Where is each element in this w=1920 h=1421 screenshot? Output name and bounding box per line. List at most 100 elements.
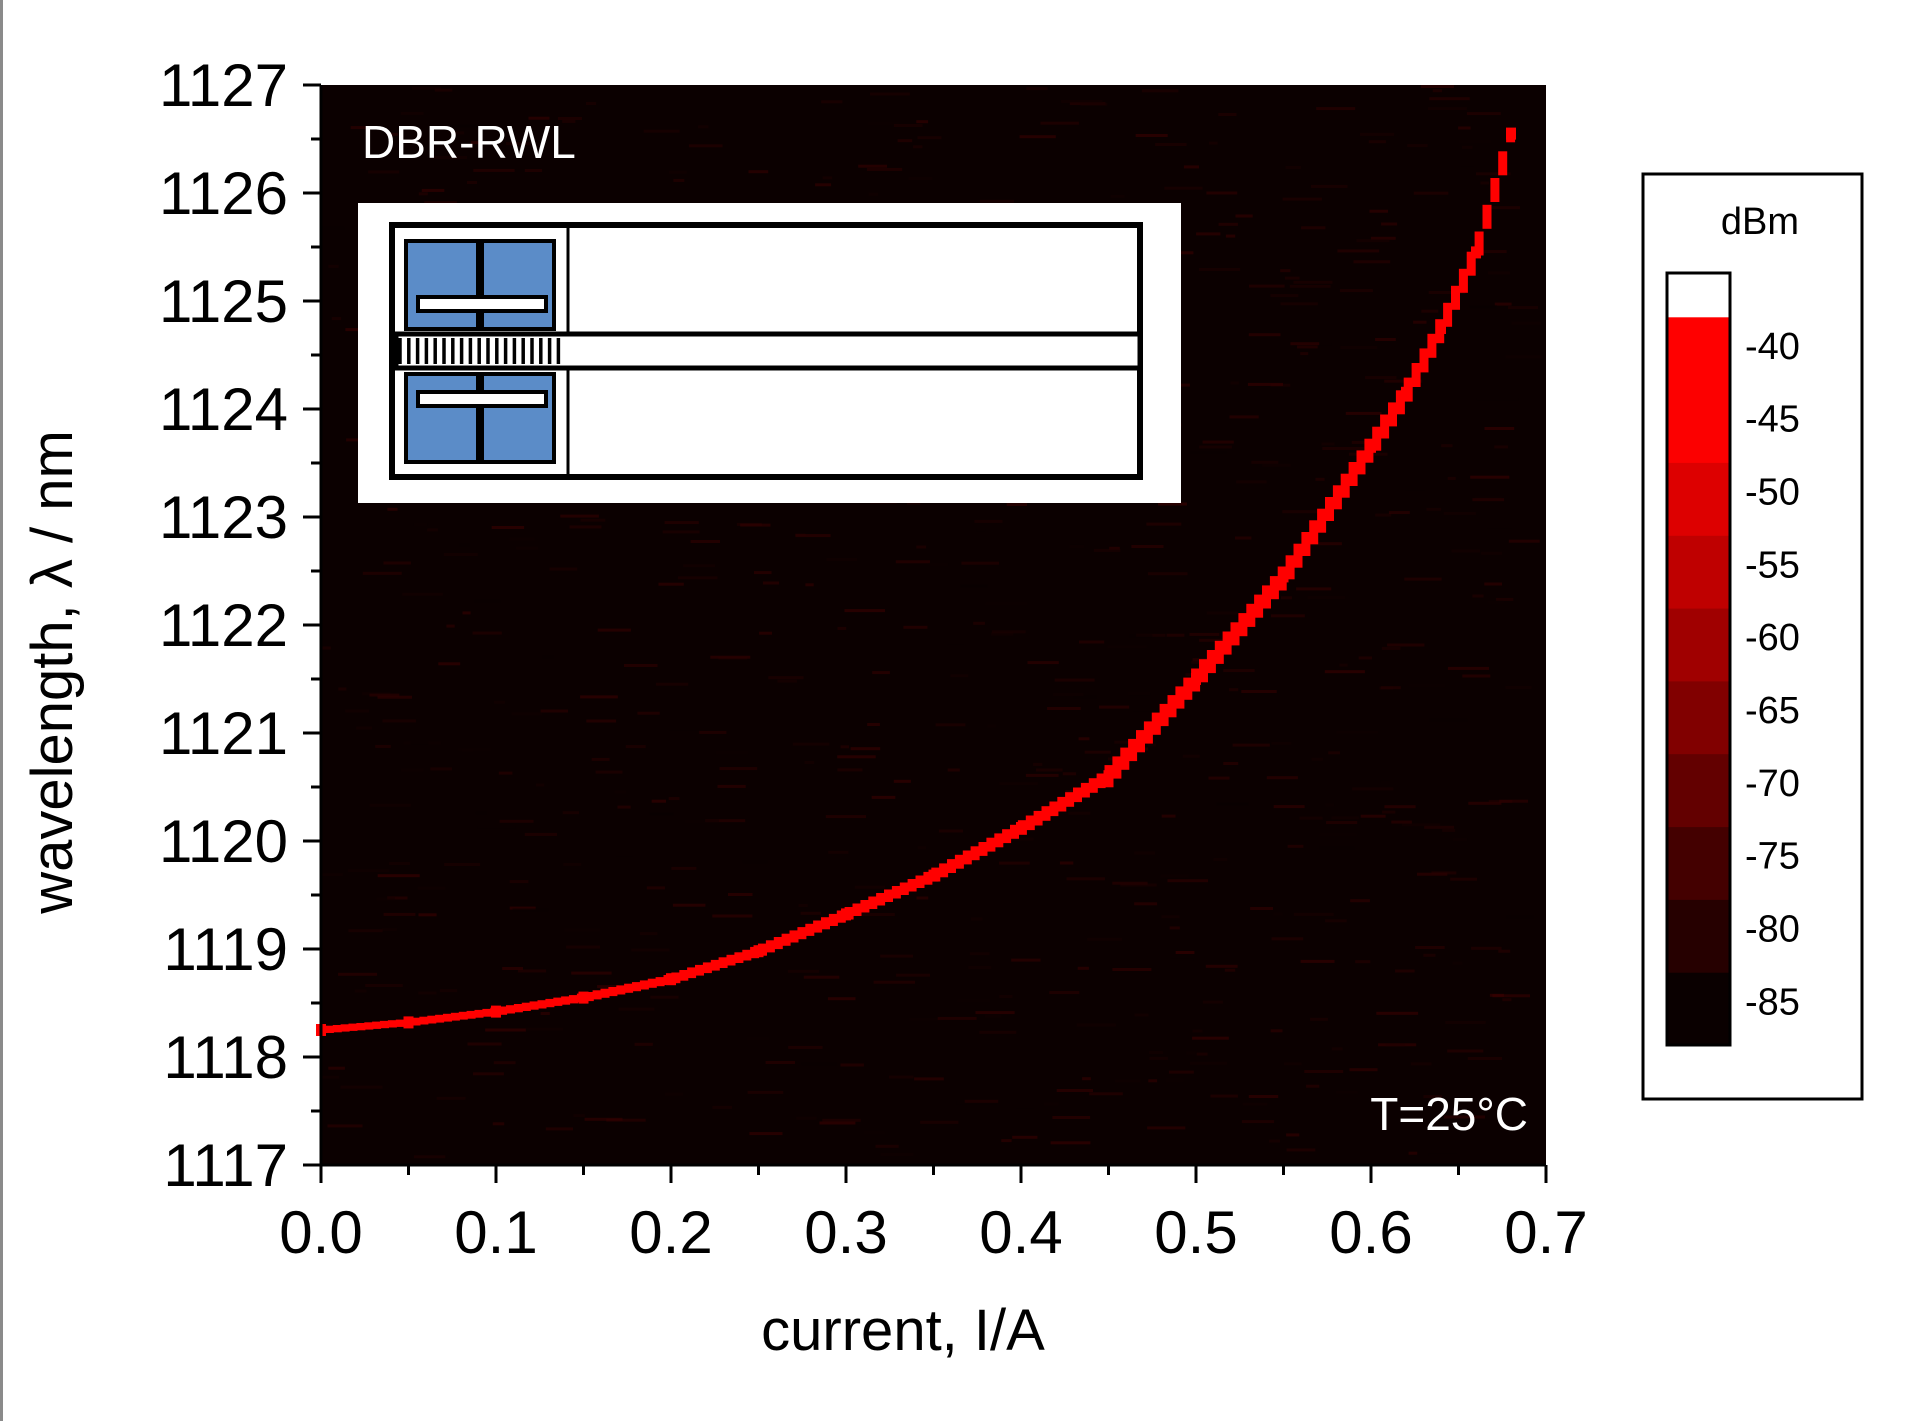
noise-speckle <box>328 264 339 268</box>
noise-speckle <box>1426 507 1442 511</box>
noise-speckle <box>569 525 602 529</box>
noise-speckle <box>974 519 1003 523</box>
noise-speckle <box>1469 305 1497 309</box>
noise-speckle <box>997 837 1034 841</box>
noise-speckle <box>417 886 446 890</box>
noise-speckle <box>617 805 631 809</box>
noise-speckle <box>1073 695 1097 699</box>
noise-speckle <box>1281 596 1292 600</box>
bragg-grating <box>398 338 561 364</box>
peak-segment <box>1427 333 1437 358</box>
noise-speckle <box>1407 144 1428 148</box>
noise-speckle <box>717 784 746 788</box>
noise-speckle <box>386 132 398 136</box>
noise-speckle <box>1441 444 1453 448</box>
peak-segment <box>939 863 949 878</box>
peak-segment <box>466 1010 476 1019</box>
noise-speckle <box>345 709 370 713</box>
noise-speckle <box>1290 342 1320 346</box>
noise-speckle <box>991 632 1014 636</box>
noise-speckle <box>362 571 402 575</box>
noise-speckle <box>1316 107 1356 111</box>
noise-speckle <box>1415 946 1445 949</box>
colorbar-step <box>1667 680 1730 755</box>
peak-segment <box>506 1005 515 1014</box>
colorbar-tick-label: -85 <box>1745 981 1800 1023</box>
noise-speckle <box>1282 197 1322 201</box>
noise-speckle <box>749 1132 783 1136</box>
noise-speckle <box>443 553 478 556</box>
peak-segment <box>332 1025 342 1033</box>
colorbar-step <box>1667 389 1730 463</box>
noise-speckle <box>1241 1120 1275 1124</box>
noise-speckle <box>889 1075 914 1079</box>
noise-speckle <box>788 1045 823 1049</box>
noise-speckle <box>672 903 706 907</box>
noise-speckle <box>438 662 461 666</box>
noise-speckle <box>1078 737 1090 741</box>
noise-speckle <box>1451 549 1480 553</box>
noise-speckle <box>1382 810 1396 814</box>
noise-speckle <box>1325 919 1347 923</box>
noise-speckle <box>434 88 453 92</box>
peak-segment <box>986 837 996 852</box>
noise-speckle <box>528 116 550 120</box>
noise-speckle <box>1147 572 1188 576</box>
noise-speckle <box>1175 951 1195 954</box>
noise-speckle <box>1468 801 1502 805</box>
noise-speckle <box>698 125 709 129</box>
peak-segment <box>1317 508 1327 533</box>
noise-speckle <box>1202 1000 1223 1004</box>
noise-speckle <box>1472 594 1484 598</box>
noise-speckle <box>1481 551 1503 555</box>
noise-speckle <box>1379 686 1393 690</box>
noise-speckle <box>462 611 471 615</box>
noise-speckle <box>837 768 863 772</box>
noise-speckle <box>459 543 470 547</box>
peak-segment <box>813 920 823 933</box>
noise-speckle <box>1352 787 1394 791</box>
noise-speckle <box>937 1016 977 1020</box>
noise-speckle <box>1450 877 1477 881</box>
noise-speckle <box>1353 260 1391 264</box>
peak-segment <box>907 879 917 892</box>
peak-segment <box>450 1012 460 1021</box>
colorbar-step <box>1667 972 1730 1046</box>
noise-speckle <box>719 767 758 771</box>
peak-segment <box>395 1019 405 1027</box>
noise-speckle <box>1324 670 1365 674</box>
noise-speckle <box>870 92 910 96</box>
noise-speckle <box>1084 750 1111 754</box>
noise-speckle <box>1133 708 1174 712</box>
x-tick-label: 0.1 <box>454 1199 537 1266</box>
noise-speckle <box>1248 1095 1279 1098</box>
noise-speckle <box>1381 222 1398 226</box>
peak-segment <box>1088 778 1098 793</box>
noise-speckle <box>1223 762 1239 765</box>
peak-segment <box>372 1021 382 1029</box>
noise-speckle <box>446 624 455 628</box>
noise-speckle <box>742 860 768 864</box>
noise-speckle <box>917 136 942 140</box>
noise-speckle <box>321 1075 339 1079</box>
noise-speckle <box>765 1061 795 1064</box>
peak-segment <box>1372 426 1382 451</box>
noise-speckle <box>683 564 716 568</box>
peak-segment <box>1230 622 1240 646</box>
noise-speckle <box>564 928 601 932</box>
peak-segment <box>679 970 689 981</box>
noise-speckle <box>509 537 535 541</box>
noise-speckle <box>1296 587 1332 591</box>
noise-speckle <box>566 945 600 949</box>
noise-speckle <box>512 908 549 912</box>
peak-segment <box>1010 824 1019 839</box>
y-tick-label: 1127 <box>159 52 288 119</box>
noise-speckle <box>976 528 986 532</box>
noise-speckle <box>1161 814 1176 818</box>
peak-segment <box>1332 485 1342 510</box>
noise-speckle <box>321 873 343 877</box>
noise-speckle <box>1210 1094 1238 1098</box>
noise-speckle <box>1351 440 1365 444</box>
noise-speckle <box>985 1014 1002 1018</box>
noise-speckle <box>917 846 926 850</box>
